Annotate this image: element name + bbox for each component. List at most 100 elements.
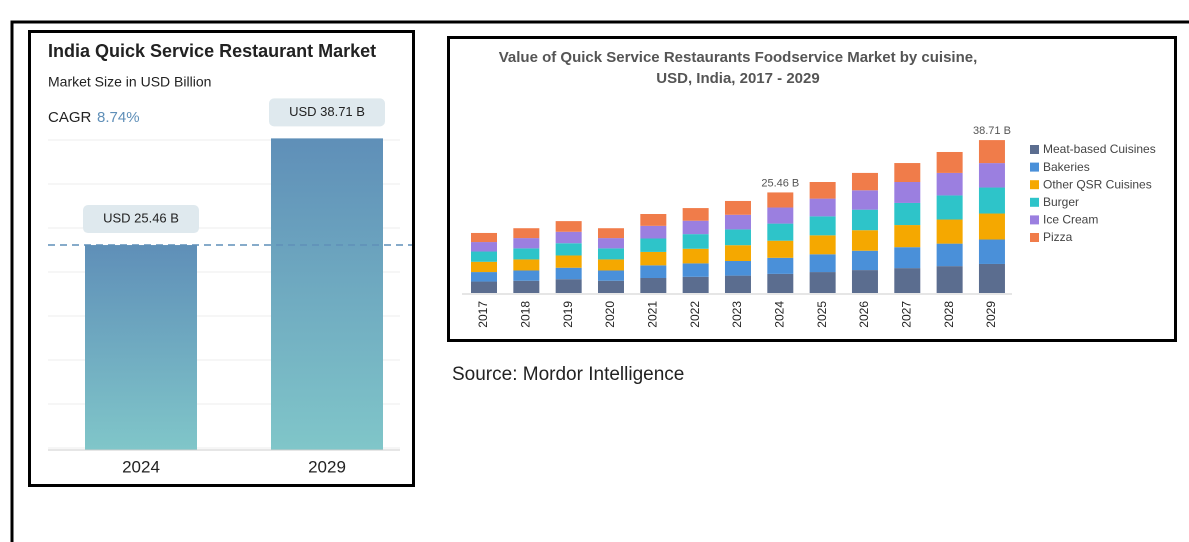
bar-segment <box>894 182 921 203</box>
legend-swatch <box>1030 162 1039 172</box>
value-label: USD 38.71 B <box>289 104 365 119</box>
bar-segment <box>513 228 540 239</box>
bar-segment <box>640 251 667 266</box>
legend-label: Pizza <box>1043 230 1073 244</box>
bar-segment <box>513 270 540 281</box>
chart-title: India Quick Service Restaurant Market <box>48 41 376 61</box>
cagr-value: 8.74% <box>97 109 140 126</box>
bar-segment <box>936 195 963 220</box>
bar-segment <box>894 247 921 269</box>
bar-segment <box>894 268 921 293</box>
cagr-label: CAGR <box>48 109 92 126</box>
legend-swatch <box>1030 145 1039 154</box>
bar-segment <box>978 187 1005 214</box>
bar-segment <box>682 248 709 264</box>
bar-segment <box>724 229 751 246</box>
bar-segment <box>851 190 878 210</box>
bar-segment <box>936 219 963 244</box>
bar-segment <box>555 255 582 268</box>
bar-segment <box>767 207 794 224</box>
x-tick-label: 2021 <box>645 301 659 328</box>
bar-segment <box>978 163 1005 188</box>
chart-subtitle: Market Size in USD Billion <box>48 74 211 90</box>
legend-swatch <box>1030 233 1039 242</box>
value-callout <box>269 98 385 127</box>
bar-segment <box>809 254 836 273</box>
x-tick-label: 2022 <box>688 301 702 328</box>
bar-segment <box>978 213 1005 240</box>
bar <box>271 138 383 450</box>
bar-segment <box>894 225 921 248</box>
bar-segment <box>851 230 878 251</box>
bar-segment <box>851 209 878 231</box>
bar-segment <box>809 235 836 255</box>
bar-segment <box>471 281 497 293</box>
bar <box>85 245 197 450</box>
bar-segment <box>724 275 751 293</box>
x-tick-label: 2024 <box>772 301 786 328</box>
legend-label: Burger <box>1043 195 1079 209</box>
bar-segment <box>597 238 624 249</box>
legend-swatch <box>1030 180 1039 190</box>
bar-segment <box>555 267 582 280</box>
bar-segment <box>978 140 1005 164</box>
x-tick-label: 2029 <box>984 301 998 328</box>
x-tick-label: 2028 <box>942 301 956 328</box>
bar-segment <box>809 198 836 217</box>
chart-title: USD, India, 2017 - 2029 <box>656 70 819 87</box>
bar-segment <box>682 220 709 235</box>
x-tick-label: 2019 <box>561 301 575 328</box>
bar-segment <box>555 221 582 232</box>
bar-segment <box>851 270 878 293</box>
bar-segment <box>894 202 921 226</box>
bar-segment <box>513 259 540 271</box>
bar-segment <box>555 279 582 293</box>
bar-segment <box>767 257 794 274</box>
x-tick-label: 2026 <box>857 301 871 328</box>
x-tick-label: 2029 <box>308 457 346 476</box>
total-label: 25.46 B <box>761 177 799 189</box>
bar-segment <box>851 172 878 191</box>
bar-segment <box>936 266 963 293</box>
bar-segment <box>513 248 540 260</box>
x-tick-label: 2018 <box>519 301 533 328</box>
legend-label: Other QSR Cuisines <box>1043 177 1152 191</box>
bar-segment <box>597 259 624 271</box>
bar-segment <box>640 265 667 278</box>
bar-segment <box>597 270 624 281</box>
bar-segment <box>724 214 751 230</box>
chart-title: Value of Quick Service Restaurants Foods… <box>499 49 978 66</box>
bar-segment <box>767 273 794 293</box>
bar-segment <box>724 245 751 262</box>
bar-segment <box>767 223 794 241</box>
bar-segment <box>936 151 963 173</box>
x-tick-label: 2023 <box>730 301 744 328</box>
x-tick-label: 2027 <box>899 301 913 328</box>
bar-segment <box>809 182 836 199</box>
value-label: USD 25.46 B <box>103 210 179 225</box>
legend-swatch <box>1030 215 1039 225</box>
bar-segment <box>978 263 1005 293</box>
bar-segment <box>809 272 836 293</box>
bar-segment <box>471 242 497 252</box>
bar-segment <box>682 276 709 293</box>
total-label: 38.71 B <box>973 125 1011 137</box>
bar-segment <box>471 272 497 282</box>
bar-segment <box>513 238 540 249</box>
bar-segment <box>894 163 921 183</box>
legend-label: Meat-based Cuisines <box>1043 142 1156 156</box>
bar-segment <box>471 232 497 243</box>
bar-segment <box>597 280 624 293</box>
x-tick-label: 2017 <box>476 301 490 328</box>
bar-segment <box>767 192 794 208</box>
legend-label: Bakeries <box>1043 160 1090 174</box>
bar-segment <box>682 263 709 277</box>
bar-segment <box>555 231 582 244</box>
bar-segment <box>471 261 497 273</box>
bar-segment <box>767 240 794 258</box>
bar-segment <box>851 250 878 271</box>
bar-segment <box>724 261 751 276</box>
x-tick-label: 2020 <box>603 301 617 328</box>
bar-segment <box>513 280 540 293</box>
bar-segment <box>978 239 1005 264</box>
